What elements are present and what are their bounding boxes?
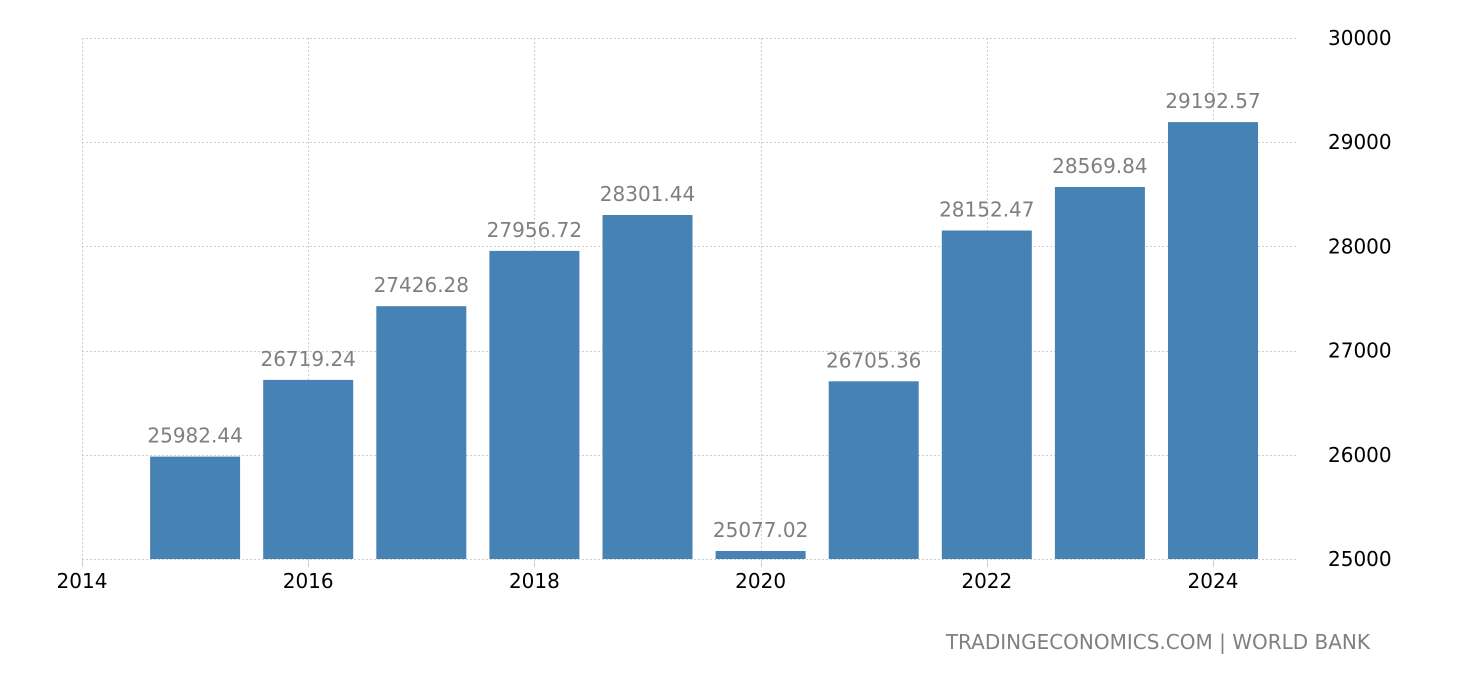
y-tick-label: 29000 xyxy=(1328,130,1392,154)
x-tick-label: 2024 xyxy=(1188,569,1239,593)
bar-2020 xyxy=(715,551,806,559)
value-label-2019: 28301.44 xyxy=(600,182,695,206)
y-tick-label: 27000 xyxy=(1328,339,1392,363)
bar-2017 xyxy=(376,306,467,559)
bar-2024 xyxy=(1168,122,1258,559)
y-tick-label: 25000 xyxy=(1328,547,1392,571)
value-label-2016: 26719.24 xyxy=(260,347,355,371)
value-label-2021: 26705.36 xyxy=(826,348,921,372)
x-tick-label: 2016 xyxy=(283,569,334,593)
value-label-2024: 29192.57 xyxy=(1165,89,1260,113)
y-axis: 25000 26000 27000 28000 29000 30000 xyxy=(1328,26,1392,571)
value-label-2017: 27426.28 xyxy=(374,273,469,297)
x-tick-label: 2014 xyxy=(57,569,108,593)
y-tick-label: 30000 xyxy=(1328,26,1392,50)
value-label-2018: 27956.72 xyxy=(487,218,582,242)
bar-2015 xyxy=(150,456,241,559)
value-label-2022: 28152.47 xyxy=(939,198,1034,222)
x-tick-label: 2020 xyxy=(735,569,786,593)
y-tick-label: 26000 xyxy=(1328,443,1392,467)
value-label-2020: 25077.02 xyxy=(713,518,808,542)
bar-2019 xyxy=(602,215,693,559)
x-tick-label: 2018 xyxy=(509,569,560,593)
y-tick-label: 28000 xyxy=(1328,234,1392,258)
bar-2022 xyxy=(941,230,1032,559)
bar-2023 xyxy=(1054,187,1145,559)
bar-2018 xyxy=(489,250,580,559)
bar-2016 xyxy=(263,379,354,559)
source-attribution: TRADINGECONOMICS.COM | WORLD BANK xyxy=(945,630,1370,654)
bars xyxy=(150,122,1258,559)
value-label-2015: 25982.44 xyxy=(147,424,242,448)
value-labels: 25982.44 26719.24 27426.28 27956.72 28301.44… xyxy=(147,89,1260,542)
x-tick-label: 2022 xyxy=(961,569,1012,593)
x-axis: 2014 2016 2018 2020 2022 2024 xyxy=(57,569,1239,593)
bar-2021 xyxy=(828,381,919,559)
value-label-2023: 28569.84 xyxy=(1052,154,1147,178)
